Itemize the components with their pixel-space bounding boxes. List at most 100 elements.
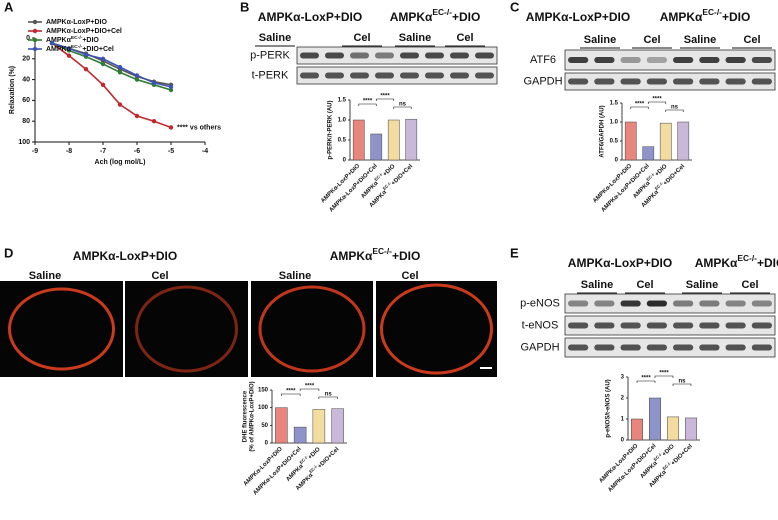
band (568, 300, 589, 307)
blot-strip (564, 72, 776, 91)
bar (642, 146, 655, 161)
band (725, 344, 746, 351)
bar (677, 121, 690, 161)
treatment-label: Cel (741, 279, 758, 291)
sig-bracket (636, 380, 656, 383)
image-tile (376, 281, 497, 377)
sig-label: ns (678, 379, 686, 385)
treatment-label: Saline (259, 32, 291, 44)
band (594, 344, 615, 351)
point (100, 56, 106, 61)
y-tick-label: 100 (258, 405, 269, 411)
band (568, 322, 589, 329)
band (751, 322, 772, 329)
x-axis-label: Ach (log mol/L) (95, 159, 146, 166)
bar (293, 426, 307, 444)
x-tick-label-part: +DIO (654, 163, 668, 177)
point (117, 102, 123, 107)
band (673, 78, 694, 85)
series-line (51, 42, 172, 88)
panel-label: C (510, 0, 520, 14)
legend-label-part: +DIO (82, 37, 99, 44)
band (725, 78, 746, 85)
x-tick-label-part: AMPKα (295, 472, 315, 492)
y-tick-label: 150 (258, 388, 269, 394)
point (117, 64, 123, 70)
group-header: AMPKα-LoxP+DIO (526, 10, 630, 24)
group-header-part: +DIO (722, 10, 750, 24)
point (168, 87, 174, 93)
treatment-label: Saline (686, 279, 718, 291)
band (673, 300, 694, 307)
y-tick-label: 0.5 (610, 139, 619, 145)
x-tick-label-part: EC-/- (308, 463, 319, 474)
point (151, 119, 157, 124)
band (751, 78, 772, 85)
sig-label: ns (325, 392, 333, 398)
y-axis-label: p-PERK/t-PERK (AU) (328, 101, 334, 160)
point (168, 125, 174, 130)
legend-marker (32, 19, 38, 25)
sig-label: **** (652, 97, 662, 103)
sig-bracket (647, 101, 667, 104)
band (450, 72, 469, 79)
vessel-ring (380, 283, 493, 375)
annotation: **** vs others (177, 124, 221, 131)
band (594, 300, 615, 307)
sig-label: **** (635, 102, 645, 108)
bar (648, 397, 662, 441)
treatment-label: Saline (279, 270, 311, 282)
band (568, 78, 589, 85)
bar (387, 119, 400, 161)
y-tick-label: 60 (22, 97, 30, 104)
y-axis-label: (% of AMPKα-LoxP+DIO) (250, 381, 256, 451)
y-tick-label: 0 (621, 438, 625, 444)
sig-label: **** (305, 384, 315, 390)
sig-label: ns (671, 105, 679, 111)
x-tick-label: -9 (32, 148, 38, 155)
sig-bracket (630, 106, 649, 109)
band (325, 72, 344, 79)
legend-label: AMPKα-LoxP+DIO (46, 19, 107, 26)
group-header: AMPKαEC-/-+DIO (660, 7, 751, 24)
group-header-part: +DIO (452, 10, 480, 24)
series-line (51, 42, 172, 129)
x-tick-label-part: EC-/- (653, 180, 664, 191)
row-label: ATF6 (530, 54, 556, 66)
band (300, 52, 319, 59)
band (646, 78, 667, 85)
band (699, 57, 720, 63)
point (134, 113, 140, 119)
band (300, 72, 319, 79)
band (751, 344, 772, 351)
sig-label: ns (399, 102, 407, 108)
band (646, 57, 667, 63)
legend-label: AMPKαEC-/-+DIO (46, 35, 99, 44)
bar (630, 418, 644, 441)
group-header-part: EC-/- (432, 7, 452, 17)
panel-label: E (510, 245, 519, 260)
treatment-label: Cel (456, 32, 473, 44)
point (66, 46, 72, 51)
treatment-label: Cel (353, 32, 370, 44)
legend-label-part: AMPKα-LoxP+DIO+Cel (46, 28, 122, 35)
band (673, 344, 694, 351)
bar (275, 407, 288, 444)
sig-bracket (375, 98, 395, 101)
sig-bracket (358, 103, 377, 106)
point (168, 84, 174, 90)
x-tick-label-part: +DIO (661, 443, 675, 457)
legend-marker (32, 37, 38, 43)
blot-strip (296, 46, 498, 65)
image-tile (251, 281, 373, 377)
blot-strip (564, 293, 776, 314)
band (350, 52, 369, 59)
blot-strip (564, 337, 776, 358)
band (699, 78, 720, 85)
x-tick-label: -6 (134, 148, 140, 155)
row-label: p-PERK (250, 49, 290, 61)
point (83, 52, 89, 57)
group-header-part: +DIO (757, 256, 778, 270)
group-header-part: +DIO (392, 249, 420, 263)
